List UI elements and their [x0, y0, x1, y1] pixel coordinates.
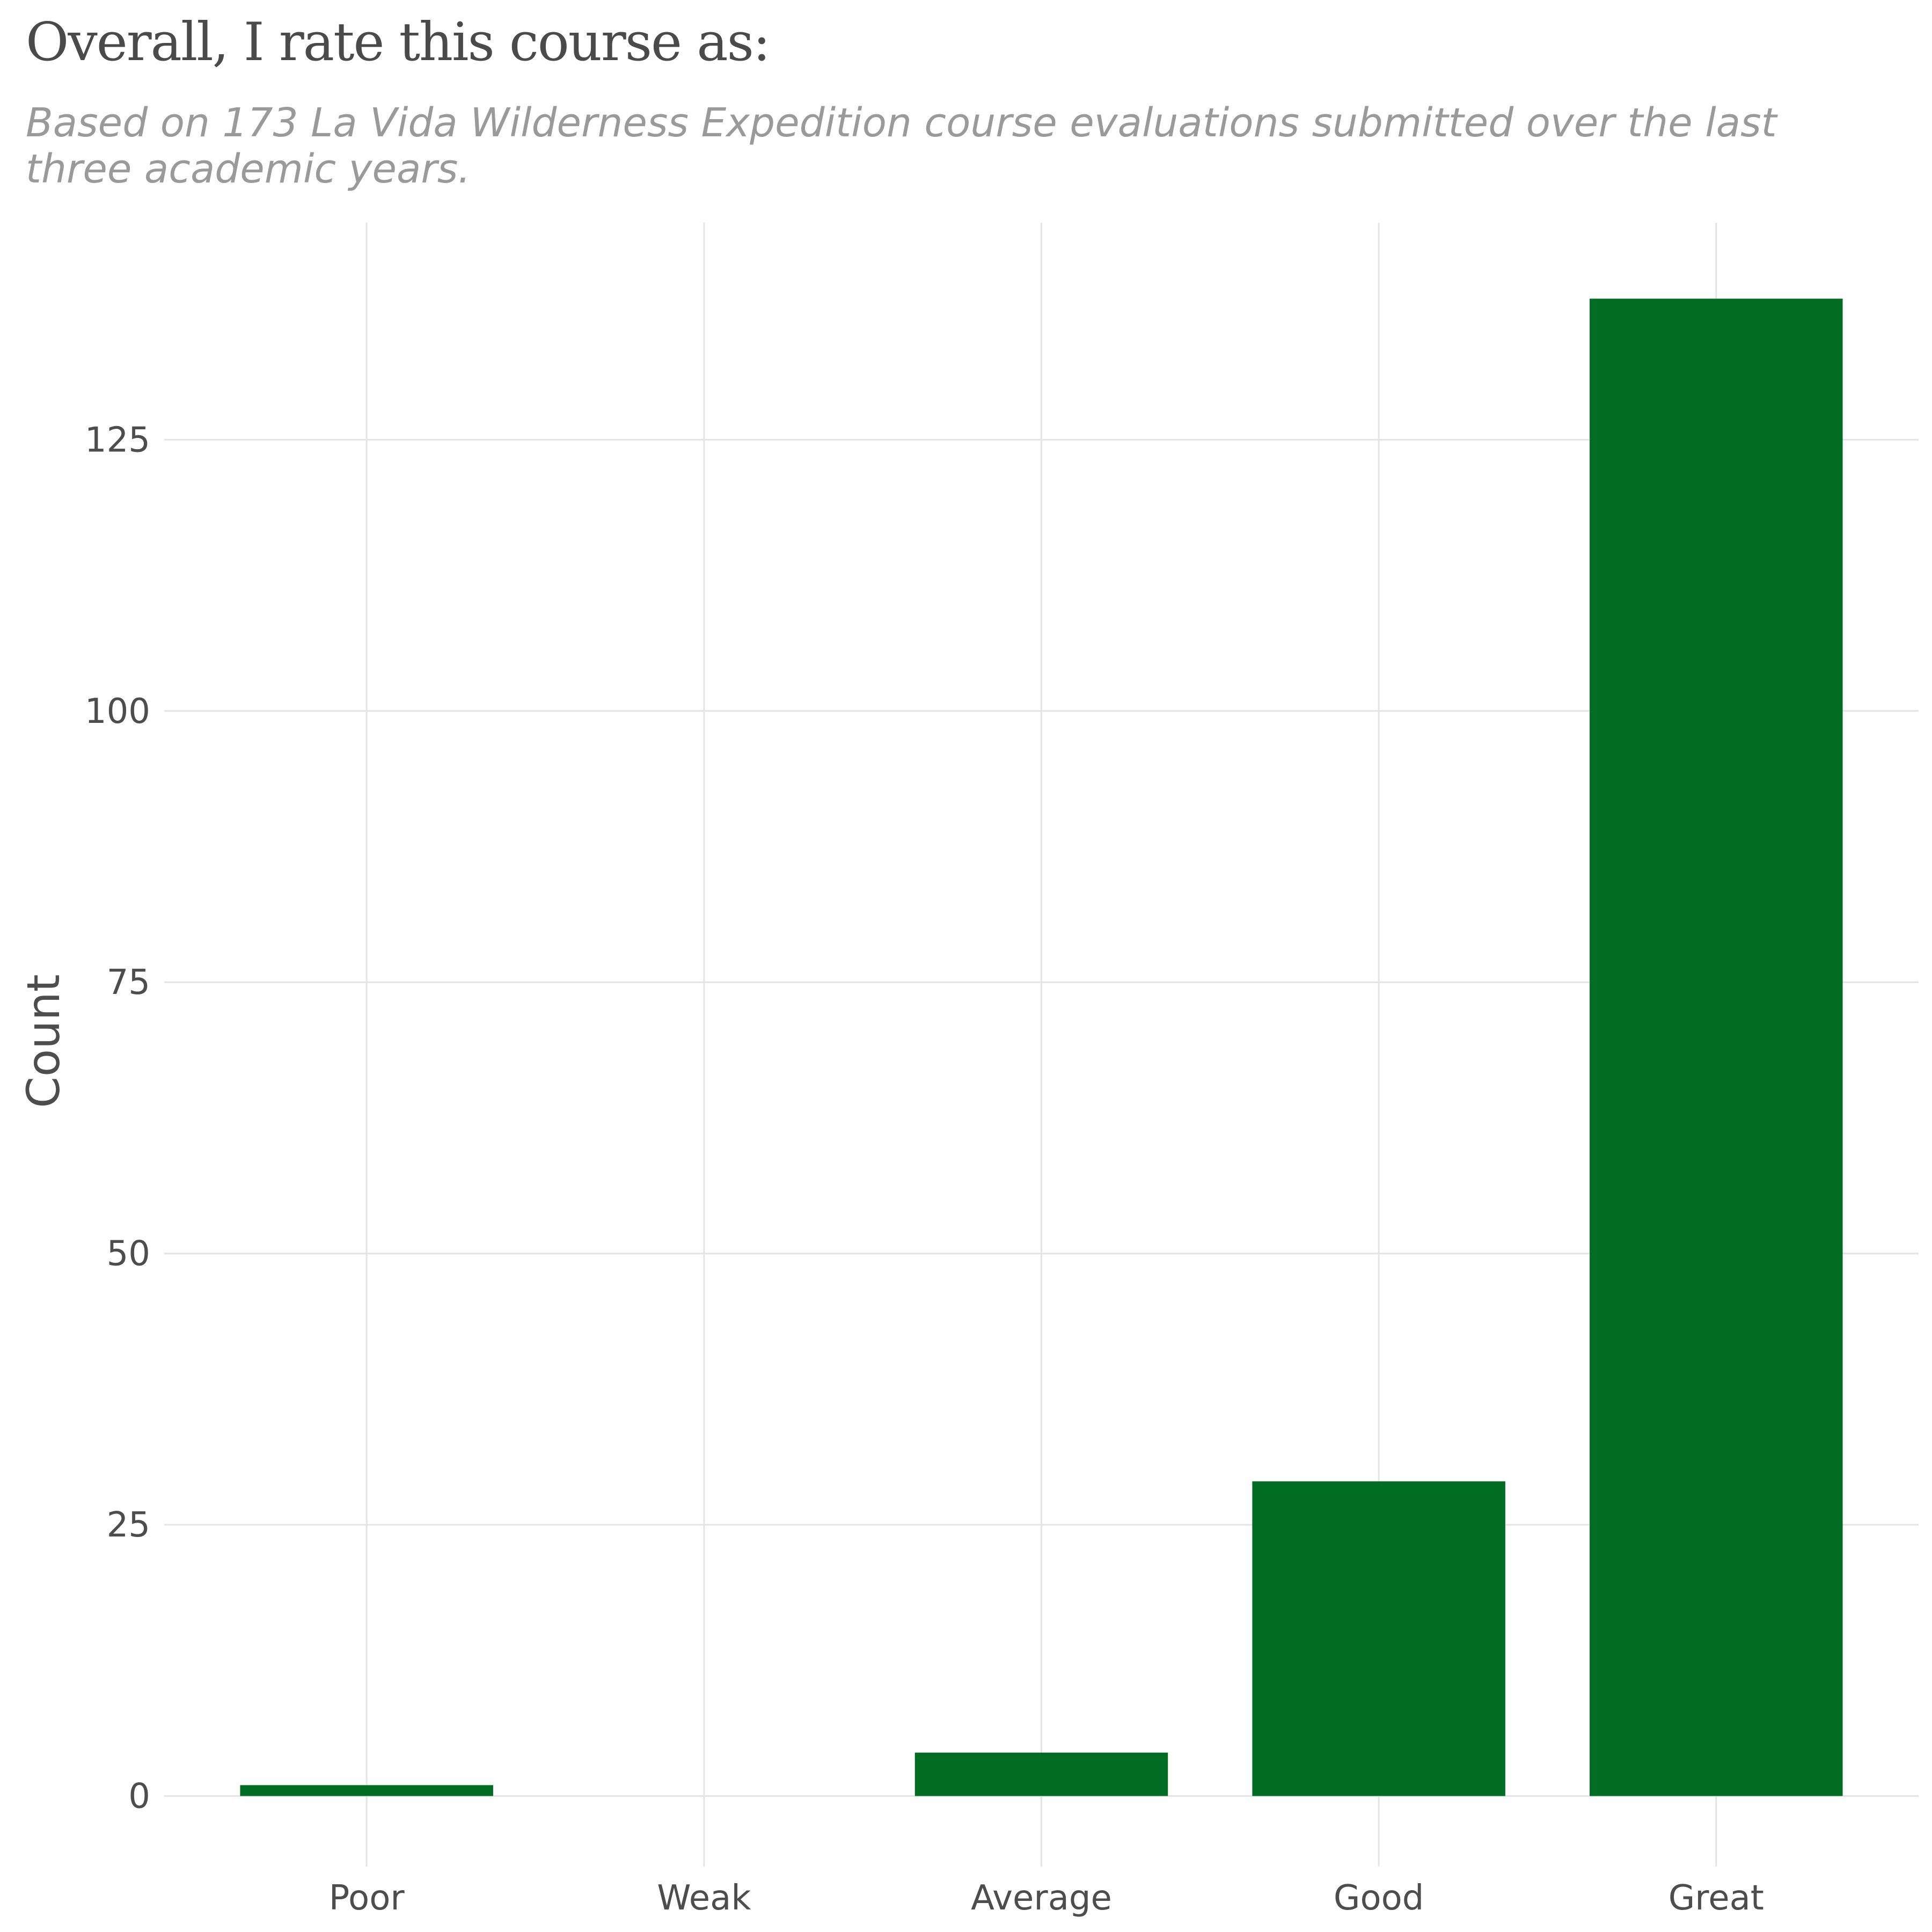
y-tick-label: 75	[107, 963, 150, 1002]
x-tick-label: Great	[1668, 1878, 1764, 1918]
x-tick-label: Poor	[329, 1878, 405, 1918]
chart-title: Overall, I rate this course as:	[26, 12, 771, 73]
y-tick-label: 100	[85, 692, 150, 731]
y-tick-label: 0	[128, 1777, 150, 1817]
x-tick-label: Weak	[657, 1878, 751, 1918]
bar-layer	[240, 298, 1843, 1796]
y-axis-label: Count	[17, 974, 70, 1108]
bar-great	[1590, 298, 1843, 1796]
x-tick-label: Good	[1334, 1878, 1424, 1918]
label-layer: 0 25 50 75 100 125 Poor Weak Average Good Great	[85, 420, 1764, 1918]
y-tick-label: 50	[107, 1234, 150, 1274]
x-tick-label: Average	[971, 1878, 1112, 1918]
y-tick-label: 125	[85, 420, 150, 460]
chart-subtitle: Based on 173 La Vida Wilderness Expediti…	[26, 100, 1777, 192]
bar-good	[1252, 1481, 1505, 1796]
bar-average	[914, 1752, 1168, 1796]
y-tick-label: 25	[107, 1505, 150, 1545]
bar-poor	[240, 1785, 493, 1796]
